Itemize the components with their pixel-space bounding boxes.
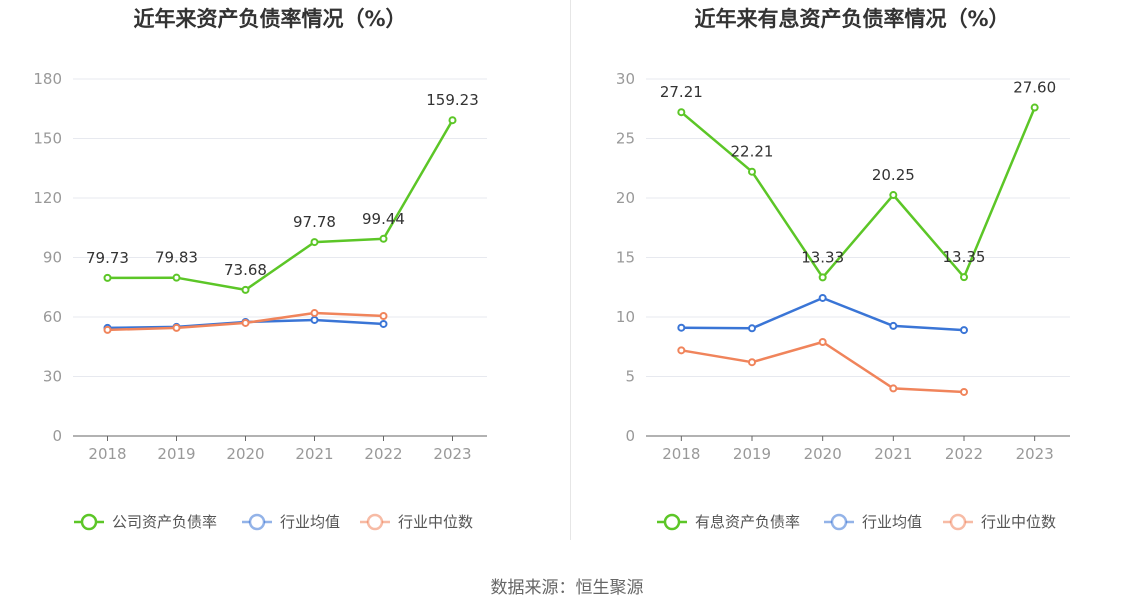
avg-data-point bbox=[748, 324, 756, 333]
data-label: 13.33 bbox=[801, 248, 844, 266]
y-tick-label: 15 bbox=[616, 249, 635, 267]
median-data-point bbox=[818, 337, 827, 346]
legend-label: 有息资产负债率 bbox=[695, 513, 800, 531]
company-data-point bbox=[379, 234, 388, 243]
y-tick-label: 25 bbox=[616, 130, 635, 148]
x-tick-label: 2022 bbox=[945, 445, 983, 463]
data-label: 99.44 bbox=[362, 210, 405, 228]
median-data-point bbox=[172, 323, 181, 332]
x-tick-label: 2019 bbox=[733, 445, 771, 463]
data-label: 73.68 bbox=[224, 261, 267, 279]
legend-marker-icon bbox=[830, 513, 848, 531]
data-label: 27.21 bbox=[660, 83, 703, 101]
company-series-line bbox=[680, 107, 1036, 279]
chart-title: 近年来资产负债率情况（%） bbox=[133, 7, 406, 31]
y-tick-label: 60 bbox=[43, 308, 62, 326]
y-tick-label: 30 bbox=[616, 70, 635, 88]
y-tick-label: 150 bbox=[33, 130, 62, 148]
avg-data-point bbox=[677, 323, 686, 332]
avg-data-point bbox=[889, 321, 898, 330]
x-tick-label: 2018 bbox=[662, 445, 700, 463]
company-data-point bbox=[677, 108, 686, 117]
legend-marker-icon bbox=[366, 513, 384, 531]
data-label: 22.21 bbox=[731, 143, 774, 161]
company-data-point bbox=[448, 116, 457, 125]
source-note: 数据来源：恒生聚源 bbox=[490, 578, 644, 598]
avg-data-point bbox=[818, 293, 827, 302]
avg-data-point bbox=[960, 326, 968, 335]
company-data-point bbox=[103, 273, 112, 282]
x-tick-label: 2020 bbox=[804, 445, 842, 463]
median-data-point bbox=[677, 346, 686, 355]
y-tick-label: 0 bbox=[52, 427, 62, 445]
legend-item: 行业均值 bbox=[242, 513, 340, 531]
median-series-line bbox=[681, 340, 965, 394]
company-data-point bbox=[310, 238, 319, 247]
median-data-point bbox=[241, 318, 250, 327]
data-label: 159.23 bbox=[426, 91, 479, 109]
y-tick-label: 180 bbox=[33, 70, 62, 88]
avg-data-point bbox=[310, 315, 319, 324]
avg-series-line bbox=[681, 296, 965, 332]
x-tick-label: 2022 bbox=[364, 445, 402, 463]
data-label: 97.78 bbox=[293, 213, 336, 231]
company-data-point bbox=[748, 167, 756, 176]
legend-marker-icon bbox=[949, 513, 967, 531]
legend-item: 有息资产负债率 bbox=[657, 513, 800, 531]
legend-item: 公司资产负债率 bbox=[74, 513, 217, 531]
data-label: 13.35 bbox=[943, 248, 986, 266]
company-data-point bbox=[1030, 103, 1039, 112]
y-tick-label: 120 bbox=[33, 189, 62, 207]
chart-title: 近年来有息资产负债率情况（%） bbox=[694, 7, 1009, 31]
legend-marker-icon bbox=[663, 513, 681, 531]
x-tick-label: 2021 bbox=[874, 445, 912, 463]
y-tick-label: 10 bbox=[616, 308, 635, 326]
data-label: 79.73 bbox=[86, 249, 129, 267]
y-tick-label: 20 bbox=[616, 189, 635, 207]
company-series-line bbox=[107, 119, 454, 292]
legend-item: 行业中位数 bbox=[943, 513, 1056, 531]
legend-label: 行业中位数 bbox=[981, 513, 1056, 531]
data-label: 79.83 bbox=[155, 249, 198, 267]
legend-item: 行业中位数 bbox=[360, 513, 473, 531]
median-data-point bbox=[103, 325, 112, 334]
data-label: 27.60 bbox=[1013, 79, 1056, 97]
x-tick-label: 2020 bbox=[226, 445, 264, 463]
x-tick-label: 2021 bbox=[295, 445, 333, 463]
x-tick-label: 2019 bbox=[157, 445, 195, 463]
legend-marker-icon bbox=[248, 513, 266, 531]
avg-data-point bbox=[379, 319, 388, 328]
x-tick-label: 2023 bbox=[433, 445, 471, 463]
company-data-point bbox=[172, 273, 181, 282]
company-data-point bbox=[241, 285, 250, 294]
median-data-point bbox=[889, 384, 898, 393]
x-tick-label: 2023 bbox=[1016, 445, 1054, 463]
data-label: 20.25 bbox=[872, 166, 915, 184]
y-tick-label: 5 bbox=[625, 368, 635, 386]
median-data-point bbox=[310, 309, 319, 318]
y-tick-label: 30 bbox=[43, 368, 62, 386]
y-tick-label: 0 bbox=[625, 427, 635, 445]
company-data-point bbox=[960, 273, 968, 282]
legend-label: 公司资产负债率 bbox=[112, 513, 217, 531]
company-data-point bbox=[889, 191, 898, 200]
median-data-point bbox=[960, 387, 968, 396]
company-data-point bbox=[818, 273, 827, 282]
median-data-point bbox=[748, 358, 756, 367]
median-data-point bbox=[379, 312, 388, 321]
legend-label: 行业均值 bbox=[862, 513, 922, 531]
interest-bearing-debt-ratio-chart: 近年来有息资产负债率情况（%） 0 5 10 15 20 25 30 2018 2019 2020 2… bbox=[616, 7, 1070, 531]
x-tick-label: 2018 bbox=[88, 445, 126, 463]
legend-label: 行业均值 bbox=[280, 513, 340, 531]
legend-marker-icon bbox=[80, 513, 98, 531]
legend-label: 行业中位数 bbox=[398, 513, 473, 531]
chart-divider bbox=[570, 0, 571, 540]
y-tick-label: 90 bbox=[43, 249, 62, 267]
debt-ratio-chart: 近年来资产负债率情况（%） 0 30 60 90 120 150 180 2018 2019 202… bbox=[33, 7, 487, 531]
legend-item: 行业均值 bbox=[824, 513, 922, 531]
